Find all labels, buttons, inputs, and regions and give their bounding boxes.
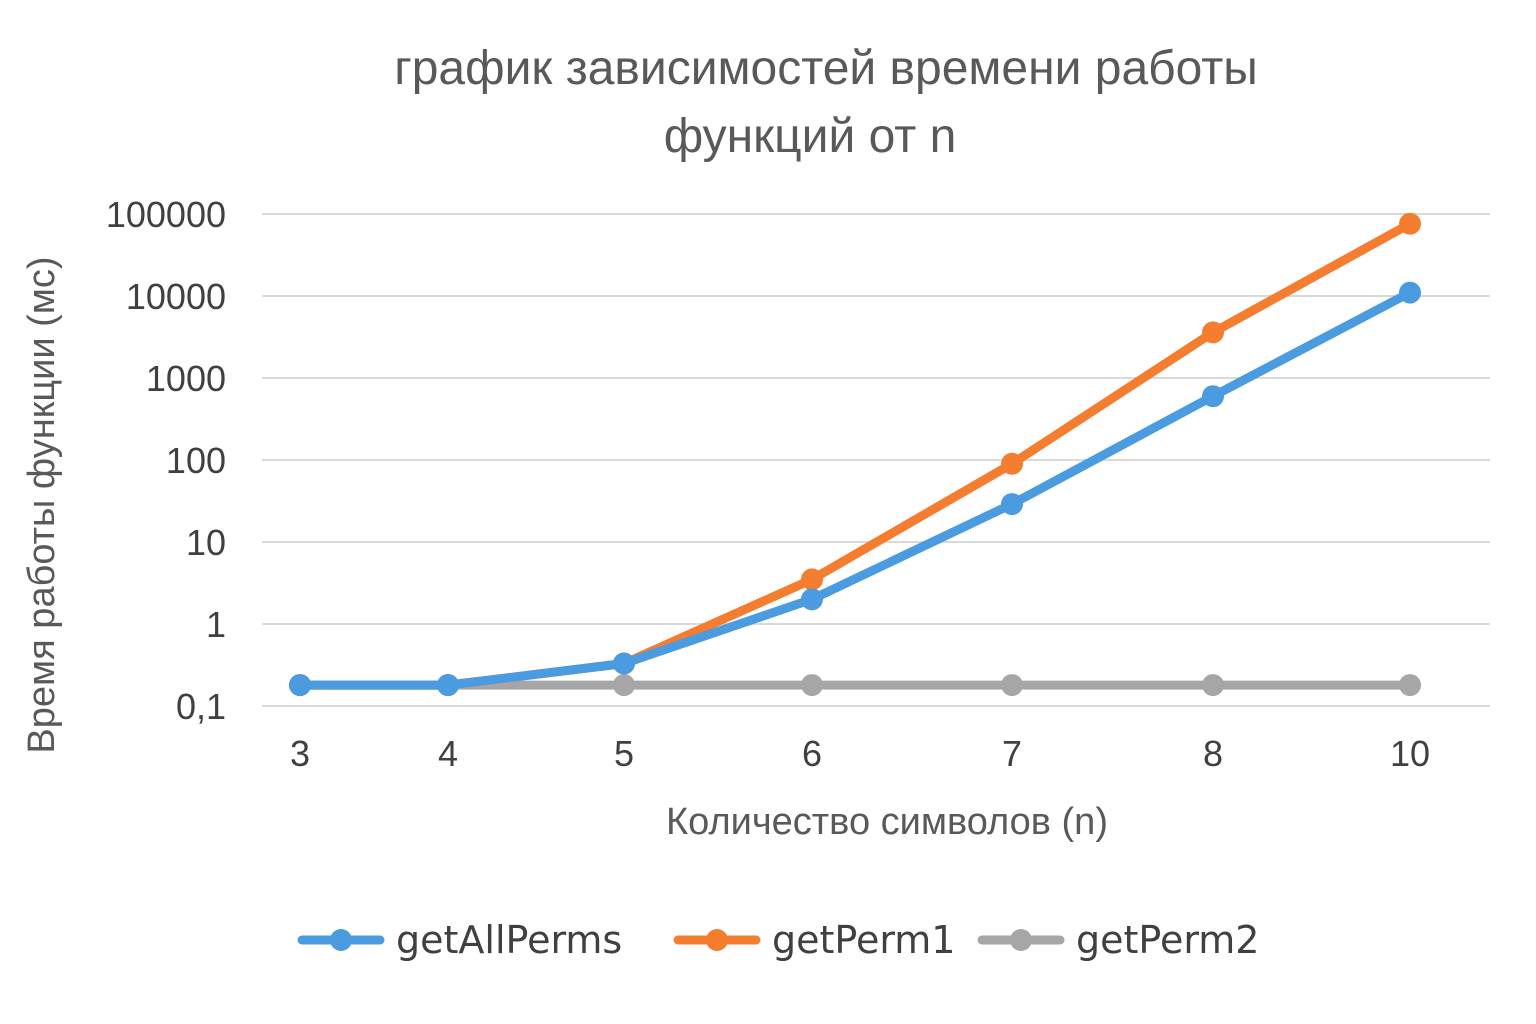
- x-tick-label: 5: [614, 733, 634, 774]
- data-point: [437, 674, 459, 697]
- y-tick-label: 0,1: [176, 686, 226, 727]
- data-point: [1202, 674, 1224, 697]
- legend-item: getAllPerms: [297, 918, 622, 962]
- gridlines: [262, 213, 1490, 707]
- legend: getAllPerms getPerm1 getPerm2: [297, 918, 1260, 962]
- legend-label: getAllPerms: [396, 918, 622, 962]
- x-tick-label: 3: [290, 733, 310, 774]
- data-point: [801, 568, 823, 591]
- data-point: [1001, 674, 1023, 697]
- x-tick-label: 10: [1390, 733, 1430, 774]
- data-point: [1202, 385, 1224, 408]
- legend-item: getPerm1: [673, 918, 956, 962]
- y-tick-label: 10000: [126, 276, 226, 317]
- data-point: [801, 588, 823, 611]
- x-tick-label: 8: [1203, 733, 1223, 774]
- x-tick-label: 7: [1002, 733, 1022, 774]
- legend-marker: [330, 929, 352, 951]
- data-point: [1399, 674, 1421, 697]
- data-point: [613, 674, 635, 697]
- data-point: [1202, 321, 1224, 344]
- data-point: [801, 674, 823, 697]
- data-point: [1399, 281, 1421, 304]
- y-tick-label: 100: [166, 440, 226, 481]
- y-tick-label: 1000: [146, 358, 226, 399]
- chart-title-line-1: график зависимостей времени работы: [394, 42, 1258, 95]
- data-point: [1399, 212, 1421, 235]
- series-line: [295, 219, 1415, 690]
- chart-title-line-2: функций от n: [664, 110, 957, 163]
- x-tick-label: 4: [438, 733, 458, 774]
- x-tick-label: 6: [802, 733, 822, 774]
- data-point: [1001, 493, 1023, 516]
- series-line: [295, 288, 1415, 690]
- y-tick-label: 100000: [106, 194, 226, 235]
- data-point: [289, 674, 311, 697]
- legend-marker: [1010, 929, 1032, 951]
- legend-label: getPerm1: [772, 918, 956, 962]
- y-axis-ticks: 0,1 1 10 100 1000 10000 100000: [106, 194, 226, 727]
- data-point: [1001, 452, 1023, 475]
- data-point: [613, 652, 635, 675]
- series-layer: [289, 212, 1421, 697]
- series-getAllPerms: [289, 281, 1421, 697]
- x-axis-ticks: 3 4 5 6 7 8 10: [290, 733, 1430, 774]
- y-tick-label: 1: [206, 604, 226, 645]
- y-tick-label: 10: [186, 522, 226, 563]
- x-axis-label: Количество символов (n): [666, 801, 1108, 843]
- legend-label: getPerm2: [1076, 918, 1260, 962]
- legend-marker: [706, 929, 728, 951]
- legend-item: getPerm2: [977, 918, 1260, 962]
- y-axis-label: Время работы функции (мс): [21, 256, 63, 753]
